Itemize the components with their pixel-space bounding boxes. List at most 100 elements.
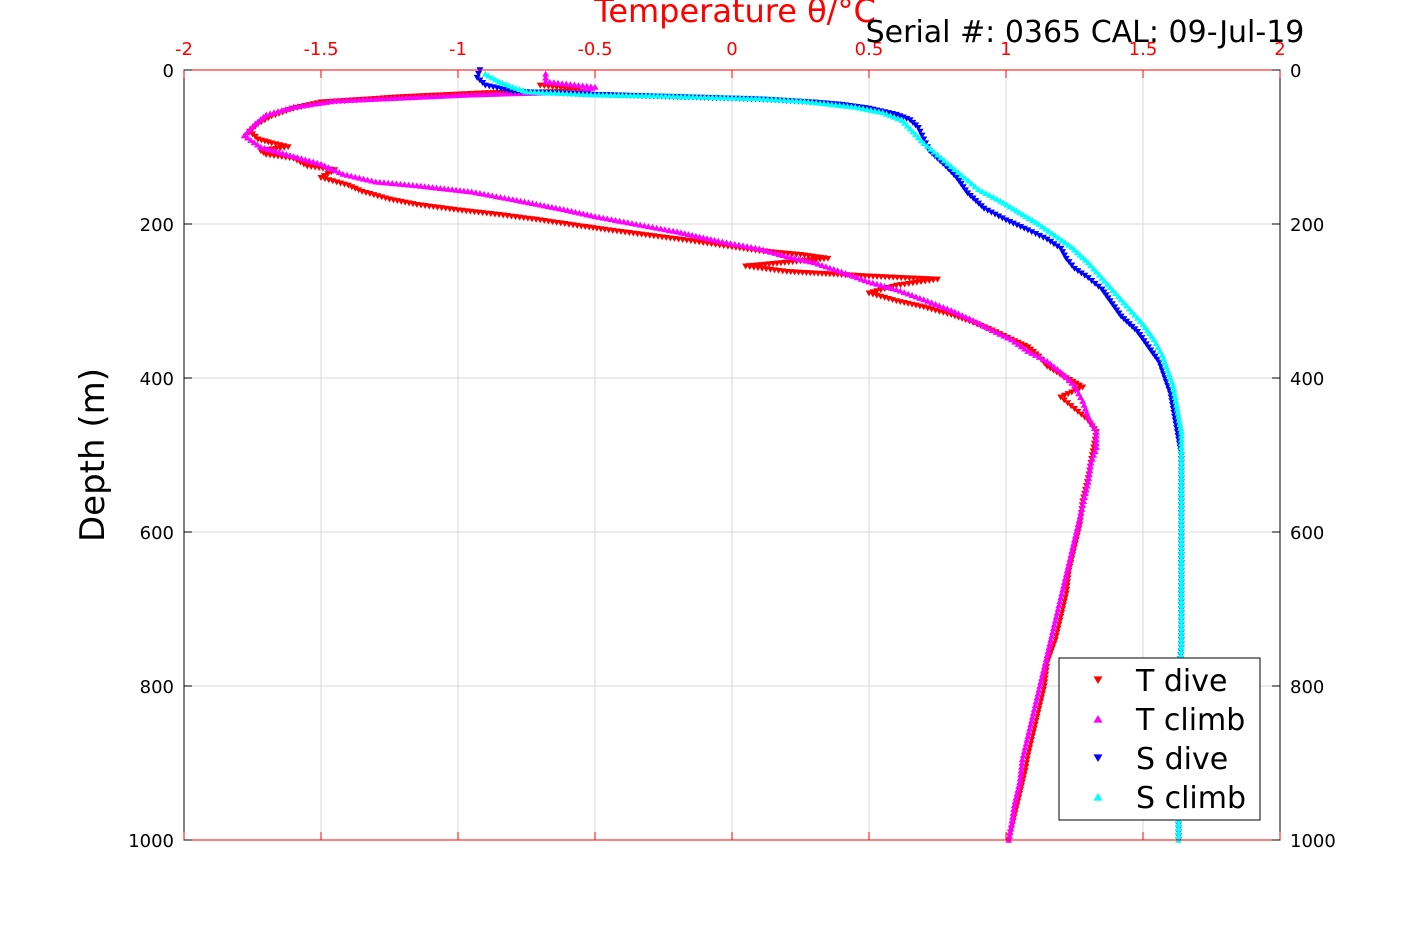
data-point <box>759 246 767 253</box>
data-point <box>1068 262 1076 269</box>
data-point <box>1177 478 1185 485</box>
data-point <box>924 297 932 304</box>
y-tick-label-left: 1000 <box>128 831 174 852</box>
data-point <box>318 99 326 106</box>
data-point <box>1016 779 1024 786</box>
data-point <box>969 317 977 324</box>
data-point <box>916 128 924 135</box>
data-point <box>251 120 259 127</box>
data-point <box>1085 474 1093 481</box>
data-point <box>1028 717 1036 724</box>
data-point <box>1069 544 1077 551</box>
data-point <box>1050 621 1058 628</box>
data-point <box>607 216 615 223</box>
data-point <box>1085 471 1093 478</box>
data-point <box>755 245 763 252</box>
data-point <box>1011 338 1019 345</box>
data-point <box>971 183 979 190</box>
data-point <box>916 294 924 301</box>
data-point <box>1039 671 1047 678</box>
data-point <box>1123 302 1131 309</box>
data-point <box>1046 640 1054 647</box>
data-point <box>917 137 925 144</box>
data-point <box>1050 241 1058 248</box>
data-point <box>1087 459 1095 466</box>
data-point <box>973 319 981 326</box>
data-point <box>961 174 969 181</box>
data-point <box>484 191 492 198</box>
data-point <box>351 173 359 180</box>
data-point <box>1006 829 1014 836</box>
data-point <box>981 323 989 330</box>
data-point <box>1177 455 1185 462</box>
data-point <box>355 174 363 181</box>
y-ticks: 0 0 200 200 400 400 600 600 800 800 1000 1000 <box>128 61 1336 852</box>
data-point <box>1081 405 1089 412</box>
data-point <box>1047 238 1055 245</box>
data-point <box>1032 698 1040 705</box>
data-point <box>1177 509 1185 516</box>
data-point <box>1000 332 1008 339</box>
data-point <box>908 292 916 298</box>
data-point <box>1084 478 1092 485</box>
data-point <box>920 140 928 146</box>
data-point <box>958 312 966 319</box>
data-point <box>1049 625 1057 632</box>
data-point <box>571 208 579 215</box>
data-point <box>798 256 806 263</box>
data-point <box>1177 448 1185 454</box>
data-point <box>935 302 943 309</box>
data-point <box>1077 270 1085 277</box>
data-point <box>628 220 636 227</box>
data-point <box>653 224 661 231</box>
data-point <box>661 226 669 233</box>
data-point <box>1057 245 1065 252</box>
data-point <box>986 191 994 198</box>
data-point <box>890 113 898 120</box>
data-point <box>1009 813 1017 820</box>
data-point <box>735 241 743 248</box>
data-point <box>1177 498 1185 504</box>
data-point <box>1084 259 1092 266</box>
data-point <box>771 249 779 256</box>
data-point <box>1138 335 1146 342</box>
data-point <box>290 103 298 110</box>
data-point <box>1177 436 1185 443</box>
data-point <box>1177 613 1185 620</box>
data-point <box>795 255 803 262</box>
data-point <box>1177 640 1185 647</box>
y-tick-label-right: 0 <box>1290 61 1301 82</box>
data-point <box>1177 540 1185 547</box>
data-point <box>1054 605 1062 612</box>
data-point <box>1109 287 1117 294</box>
data-point <box>492 76 500 83</box>
data-point <box>883 110 891 117</box>
data-point <box>1177 474 1185 481</box>
data-point <box>1177 544 1185 551</box>
data-point <box>1022 740 1030 747</box>
data-point <box>1177 648 1185 655</box>
data-point <box>587 212 595 219</box>
data-point <box>620 218 628 225</box>
y-tick-label-right: 600 <box>1290 523 1324 544</box>
data-point <box>1125 305 1133 312</box>
data-point <box>947 307 955 314</box>
data-point <box>1008 817 1016 824</box>
data-point <box>1012 794 1020 801</box>
data-point <box>472 189 480 196</box>
data-point <box>1043 652 1051 658</box>
data-point <box>542 70 550 77</box>
data-point <box>1177 513 1185 520</box>
data-point <box>1080 498 1088 504</box>
data-point <box>975 186 983 193</box>
data-point <box>1177 444 1185 451</box>
data-point <box>355 187 363 194</box>
data-point <box>1007 821 1015 828</box>
data-point <box>947 163 955 170</box>
data-point <box>476 190 484 196</box>
data-point <box>896 287 904 294</box>
data-point <box>879 109 887 116</box>
data-point <box>1175 817 1183 824</box>
data-point <box>1072 380 1080 387</box>
data-point <box>335 169 343 176</box>
